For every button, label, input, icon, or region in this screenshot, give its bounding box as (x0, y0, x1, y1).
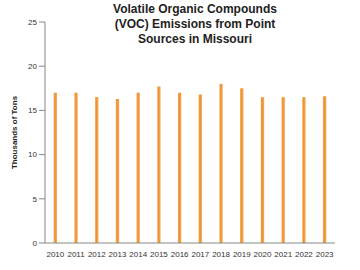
svg-text:2013: 2013 (109, 250, 127, 259)
svg-text:10: 10 (28, 150, 37, 159)
svg-text:2014: 2014 (129, 250, 147, 259)
svg-text:0: 0 (33, 239, 38, 248)
svg-text:2016: 2016 (171, 250, 189, 259)
svg-text:2020: 2020 (254, 250, 272, 259)
svg-text:2018: 2018 (212, 250, 230, 259)
svg-text:2015: 2015 (150, 250, 168, 259)
svg-text:2019: 2019 (233, 250, 251, 259)
svg-text:2012: 2012 (88, 250, 106, 259)
svg-text:2010: 2010 (46, 250, 64, 259)
svg-text:25: 25 (28, 18, 37, 27)
svg-text:20: 20 (28, 62, 37, 71)
svg-text:2011: 2011 (67, 250, 85, 259)
svg-text:2022: 2022 (295, 250, 313, 259)
svg-text:15: 15 (28, 106, 37, 115)
svg-text:2023: 2023 (316, 250, 334, 259)
svg-text:Thousands of Tons: Thousands of Tons (10, 95, 19, 169)
svg-text:2017: 2017 (191, 250, 209, 259)
html-text:Volatile Organic Compounds (VO: Volatile Organic Compounds (VOC) Emissio… (113, 2, 277, 46)
svg-text:5: 5 (33, 195, 38, 204)
svg-text:2021: 2021 (274, 250, 292, 259)
